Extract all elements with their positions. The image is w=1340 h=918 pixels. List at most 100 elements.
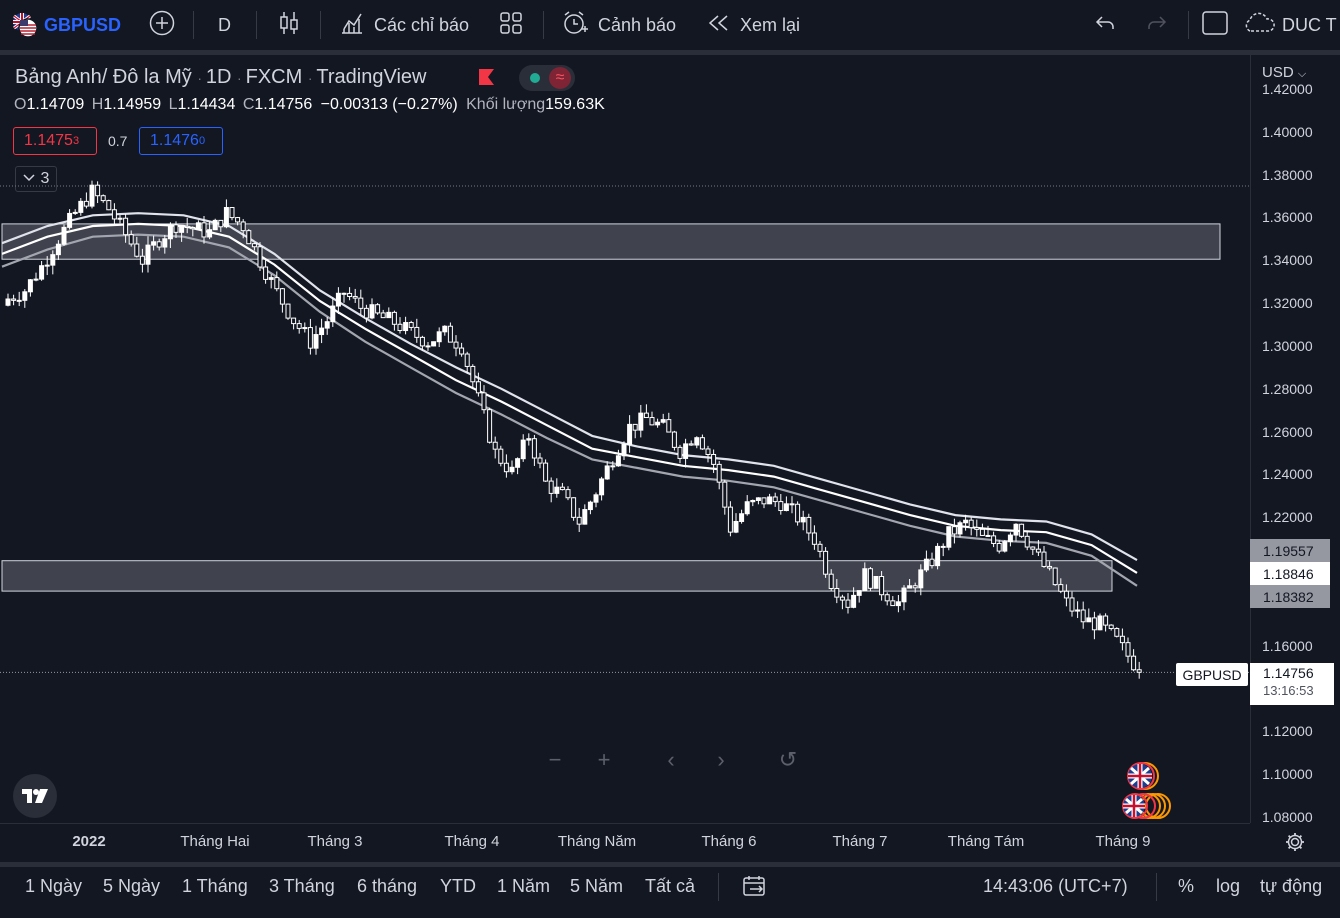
- range-button[interactable]: 5 Năm: [570, 876, 624, 896]
- candle-body: [604, 465, 610, 480]
- candle-body: [593, 494, 599, 503]
- candle-body: [526, 438, 532, 441]
- currency-selector[interactable]: USD ⌵: [1262, 64, 1307, 81]
- reset-chart-button[interactable]: ↺: [768, 740, 808, 780]
- plus-icon: +: [597, 747, 611, 772]
- uk-flag-icon: [1127, 762, 1159, 790]
- range-button[interactable]: 5 Ngày: [103, 876, 161, 896]
- candles-icon: [276, 9, 302, 42]
- moving-average-line: [1, 212, 1138, 562]
- candle-body: [201, 222, 207, 238]
- candle-body: [1013, 523, 1019, 536]
- sell-button[interactable]: 1.1475 3: [13, 127, 97, 155]
- red-flag-icon[interactable]: [478, 68, 496, 91]
- candle-body: [711, 453, 717, 465]
- candle-body: [694, 437, 700, 446]
- candle-body: [968, 519, 974, 529]
- candle-body: [996, 542, 1002, 552]
- candle-body: [845, 599, 851, 608]
- candle-body: [1002, 541, 1008, 552]
- candle-body: [621, 443, 627, 457]
- candle-body: [884, 594, 890, 602]
- symbol-description[interactable]: Bảng Anh/ Đô la Mỹ: [15, 66, 192, 88]
- candle-body: [235, 217, 241, 223]
- candle-body: [767, 496, 773, 505]
- economic-event-flag[interactable]: [1125, 761, 1165, 796]
- chart-type-button[interactable]: [276, 0, 302, 50]
- range-button[interactable]: Tất cả: [645, 876, 696, 896]
- candle-body: [688, 443, 694, 446]
- market-open-dot-icon: [530, 73, 540, 83]
- alert-button[interactable]: Cảnh báo: [560, 0, 676, 50]
- candle-body: [627, 423, 633, 445]
- zoom-out-button[interactable]: −: [535, 740, 575, 780]
- zoom-in-button[interactable]: +: [584, 740, 624, 780]
- range-button[interactable]: 1 Tháng: [182, 876, 248, 896]
- candle-body: [834, 587, 840, 598]
- candle-body: [655, 421, 661, 426]
- interval-button[interactable]: D: [218, 0, 231, 50]
- scroll-left-button[interactable]: ‹: [651, 740, 691, 780]
- candle-body: [1080, 609, 1086, 623]
- range-button[interactable]: 1 Năm: [497, 876, 551, 896]
- candle-body: [16, 299, 22, 302]
- go-to-date-button[interactable]: [742, 875, 768, 904]
- candle-body: [901, 587, 907, 603]
- candle-body: [951, 526, 957, 535]
- tradingview-logo[interactable]: [13, 774, 57, 818]
- candle-body: [587, 501, 593, 511]
- price-tick-label: 1.32000: [1262, 295, 1313, 312]
- candle-body: [72, 211, 78, 214]
- clock-timezone-button[interactable]: 14:43:06 (UTC+7): [983, 876, 1128, 896]
- undo-button[interactable]: [1092, 0, 1118, 50]
- range-button[interactable]: YTD: [440, 876, 476, 896]
- range-button[interactable]: 3 Tháng: [269, 876, 335, 896]
- price-chart[interactable]: [0, 55, 1250, 823]
- compare-symbol-button[interactable]: [148, 0, 176, 50]
- range-button[interactable]: 1 Ngày: [25, 876, 83, 896]
- candle-body: [935, 545, 941, 567]
- candle-body: [173, 224, 179, 233]
- range-button[interactable]: 6 tháng: [357, 876, 418, 896]
- percent-scale-toggle[interactable]: %: [1178, 876, 1195, 896]
- collapse-legend-button[interactable]: 3: [15, 166, 57, 192]
- candle-body: [1125, 642, 1131, 657]
- buy-button[interactable]: 1.1476 0: [139, 127, 223, 155]
- symbol-search-button[interactable]: GBPUSD: [12, 0, 121, 50]
- indicators-button[interactable]: Các chỉ báo: [338, 0, 469, 50]
- rewind-icon: [706, 11, 730, 40]
- candle-body: [145, 244, 151, 265]
- replay-label: Xem lại: [740, 14, 801, 35]
- price-axis[interactable]: [1250, 55, 1340, 823]
- price-tick-label: 1.34000: [1262, 252, 1313, 269]
- candle-body: [33, 278, 39, 281]
- market-status-pill[interactable]: ≈: [519, 65, 575, 91]
- templates-button[interactable]: [498, 0, 524, 50]
- reset-icon: ↺: [778, 747, 798, 772]
- layout-button[interactable]: [1201, 0, 1229, 50]
- economic-event-flags-group[interactable]: [1118, 791, 1178, 826]
- time-tick-label: Tháng Tám: [947, 833, 1025, 850]
- save-cloud-button[interactable]: DUC T: [1242, 0, 1337, 50]
- auto-scale-toggle[interactable]: tự động: [1260, 876, 1323, 896]
- candle-body: [128, 234, 134, 245]
- scroll-right-button[interactable]: ›: [701, 740, 741, 780]
- chart-settings-button[interactable]: [1284, 831, 1306, 858]
- redo-button[interactable]: [1144, 0, 1170, 50]
- replay-button[interactable]: Xem lại: [706, 0, 800, 50]
- redo-icon: [1144, 10, 1170, 41]
- candle-body: [95, 184, 101, 197]
- candle-body: [307, 327, 313, 349]
- top-toolbar: [0, 0, 1340, 50]
- candle-body: [789, 503, 795, 506]
- candle-body: [492, 441, 498, 450]
- candle-body: [498, 448, 504, 464]
- candle-body: [207, 229, 213, 238]
- candle-body: [375, 304, 381, 314]
- candle-body: [543, 462, 549, 482]
- log-scale-toggle[interactable]: log: [1216, 876, 1241, 896]
- candle-body: [565, 489, 571, 499]
- time-axis[interactable]: [0, 823, 1250, 862]
- price-tick-label: 1.28000: [1262, 380, 1313, 397]
- calendar-range-icon: [743, 876, 765, 896]
